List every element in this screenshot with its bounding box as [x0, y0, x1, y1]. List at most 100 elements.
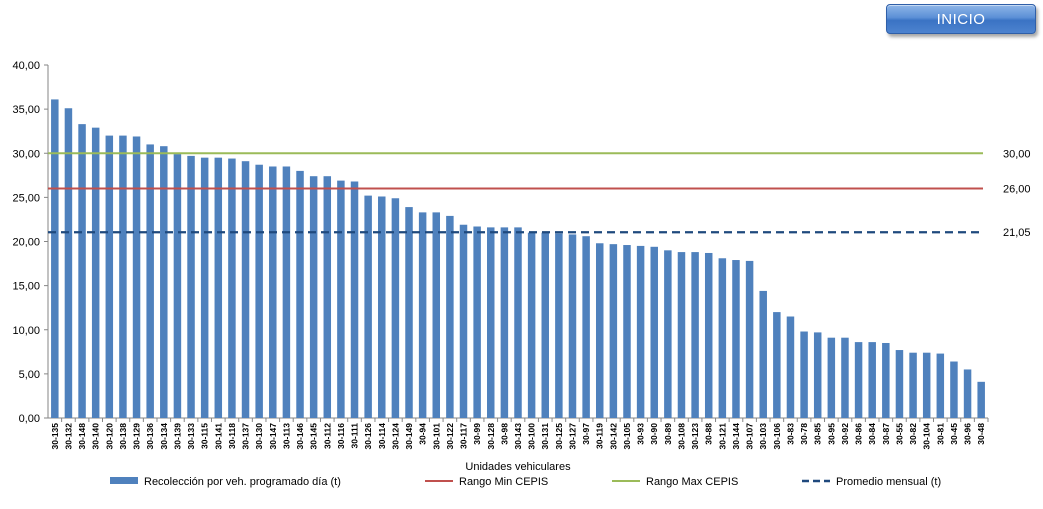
bar — [582, 236, 590, 418]
bar — [255, 164, 263, 418]
bar — [813, 332, 822, 418]
bar — [64, 108, 73, 419]
x-tick-label: 30-124 — [390, 423, 400, 450]
x-tick-label: 30-98 — [499, 423, 509, 445]
bar — [950, 361, 958, 418]
x-tick-label: 30-55 — [894, 423, 904, 445]
bar — [595, 243, 604, 418]
x-tick-label: 30-101 — [431, 423, 441, 450]
x-tick-label: 30-134 — [159, 423, 169, 450]
x-tick-label: 30-128 — [486, 423, 496, 450]
x-tick-label: 30-88 — [704, 423, 714, 445]
bar — [132, 136, 141, 419]
x-tick-label: 30-139 — [172, 423, 182, 450]
inicio-button[interactable]: INICIO — [886, 4, 1036, 34]
bar — [650, 246, 658, 418]
x-tick-label: 30-108 — [676, 423, 686, 450]
bar — [187, 155, 195, 418]
reference-line-labels: 26,00 30,00 21,05 — [1003, 148, 1031, 239]
x-tick-label: 30-135 — [50, 423, 60, 450]
x-tick-label: 30-85 — [813, 423, 823, 445]
legend-label: Rango Max CEPIS — [646, 476, 738, 488]
x-tick-label: 30-93 — [636, 423, 646, 445]
y-tick-label: 15,00 — [12, 281, 40, 293]
bar — [105, 135, 114, 418]
bar — [636, 245, 645, 418]
x-tick-label: 30-142 — [608, 423, 618, 450]
x-tick-label: 30-116 — [336, 423, 346, 449]
bar — [269, 166, 277, 418]
bar — [459, 224, 468, 418]
bar — [555, 233, 563, 418]
bar — [854, 342, 863, 418]
bar — [759, 290, 767, 418]
x-tick-label: 30-141 — [213, 423, 223, 450]
bar — [977, 381, 985, 418]
bar — [350, 181, 359, 418]
x-axis-ticks: 30-135 30-132 30-148 30-140 30-120 30-138 30-1… — [50, 418, 989, 450]
x-tick-label: 30-119 — [595, 423, 605, 449]
bar — [963, 369, 972, 418]
x-tick-label: 30-122 — [445, 423, 455, 450]
bar — [228, 158, 236, 419]
y-tick-label: 25,00 — [12, 192, 40, 204]
bar — [200, 157, 209, 418]
legend-label: Promedio mensual (t) — [836, 476, 941, 488]
y-tick-label: 0,00 — [19, 413, 40, 425]
x-tick-label: 30-95 — [826, 423, 836, 445]
bar — [405, 207, 413, 418]
bar — [500, 227, 509, 418]
min-line-label: 26,00 — [1003, 184, 1031, 196]
x-tick-label: 30-147 — [268, 423, 278, 450]
bar — [827, 337, 836, 418]
average-line-label: 21,05 — [1003, 227, 1031, 239]
x-tick-label: 30-97 — [581, 423, 591, 445]
bar — [541, 232, 549, 418]
bar — [623, 245, 631, 418]
bar — [909, 352, 917, 418]
x-tick-label: 30-107 — [745, 423, 755, 450]
x-tick-label: 30-126 — [363, 423, 373, 450]
x-tick-label: 30-145 — [309, 423, 319, 450]
x-tick-label: 30-133 — [186, 423, 196, 450]
x-tick-label: 30-82 — [908, 423, 918, 445]
x-tick-label: 30-84 — [867, 423, 877, 445]
x-tick-label: 30-99 — [472, 423, 482, 445]
bar — [337, 180, 345, 418]
x-tick-label: 30-136 — [145, 423, 155, 450]
x-tick-label: 30-104 — [922, 423, 932, 450]
bar — [391, 198, 400, 418]
bar — [718, 258, 727, 418]
x-tick-label: 30-113 — [281, 423, 291, 449]
bar — [868, 342, 876, 418]
legend: Recolección por veh. programado día (t) R… — [110, 476, 941, 488]
bar — [773, 312, 781, 418]
x-tick-label: 30-121 — [717, 423, 727, 450]
x-tick-label: 30-103 — [758, 423, 768, 450]
bar — [364, 195, 372, 418]
bar — [146, 144, 154, 419]
x-tick-label: 30-115 — [200, 423, 210, 449]
x-tick-label: 30-100 — [527, 423, 537, 450]
x-tick-label: 30-111 — [350, 423, 360, 449]
legend-label: Rango Min CEPIS — [459, 476, 548, 488]
x-tick-label: 30-146 — [295, 423, 305, 450]
y-tick-label: 40,00 — [12, 60, 40, 72]
x-tick-label: 30-127 — [567, 423, 577, 450]
x-tick-label: 30-129 — [132, 423, 142, 450]
x-tick-label: 30-112 — [322, 423, 332, 449]
bar — [418, 212, 427, 418]
x-tick-label: 30-78 — [799, 423, 809, 445]
x-tick-label: 30-144 — [731, 423, 741, 450]
bar — [378, 196, 386, 418]
x-tick-label: 30-81 — [935, 423, 945, 445]
x-tick-label: 30-114 — [377, 423, 387, 449]
bar — [704, 252, 713, 418]
x-tick-label: 30-92 — [840, 423, 850, 445]
x-tick-label: 30-130 — [254, 423, 264, 450]
legend-swatch-bar — [110, 477, 138, 484]
x-tick-label: 30-45 — [949, 423, 959, 445]
x-tick-label: 30-148 — [77, 423, 87, 450]
bar — [173, 154, 182, 418]
